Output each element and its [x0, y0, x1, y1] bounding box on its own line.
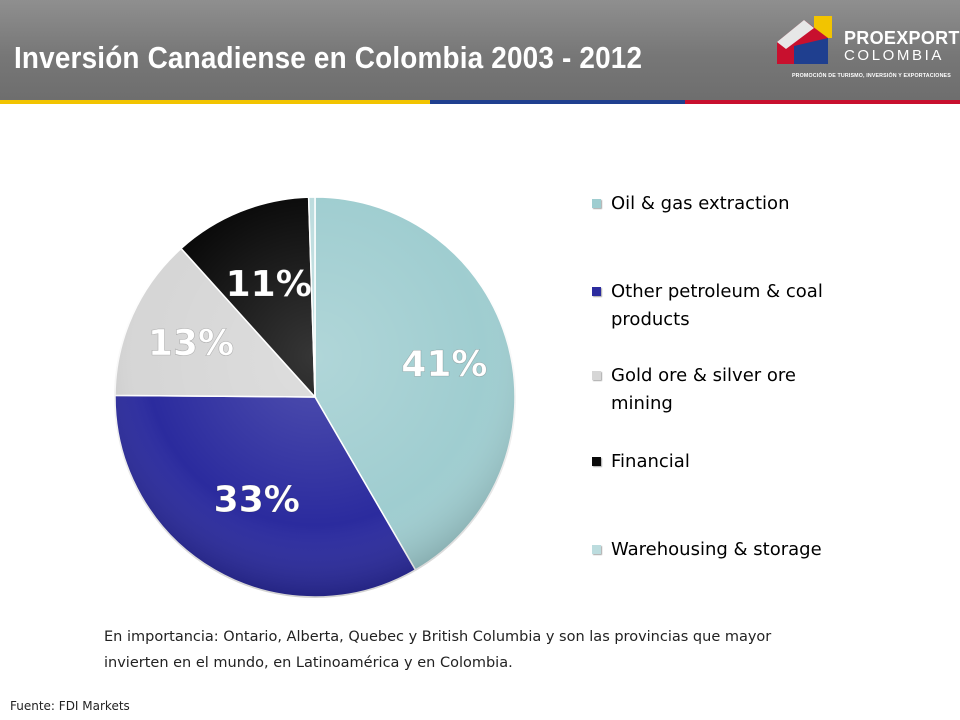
- data-label-other-petroleum: 33%: [214, 479, 300, 520]
- logo-subname: COLOMBIA: [844, 47, 944, 64]
- legend-swatch-oil-gas: [592, 199, 601, 208]
- legend-label-gold-silver: Gold ore & silver ore mining: [611, 365, 797, 414]
- legend-swatch-other-petroleum: [592, 287, 601, 296]
- flag-stripe-red: [685, 100, 960, 104]
- pie-chart: 41% 33% 13% 11%: [114, 196, 516, 598]
- legend-swatch-warehousing: [592, 545, 601, 554]
- legend-swatch-gold-silver: [592, 371, 601, 380]
- logo-name: PROEXPORT: [844, 28, 960, 48]
- data-label-gold-silver: 13%: [148, 323, 234, 364]
- legend-label-oil-gas: Oil & gas extraction: [611, 193, 790, 214]
- legend-label-other-petroleum: Other petroleum & coal products: [611, 281, 823, 330]
- legend-label-financial: Financial: [611, 451, 690, 472]
- proexport-logo: PROEXPORT COLOMBIA PROMOCIÓN DE TURISMO,…: [774, 14, 959, 84]
- flag-stripe-yellow: [0, 100, 430, 104]
- source-text: Fuente: FDI Markets: [10, 699, 130, 713]
- data-label-oil-gas: 41%: [401, 344, 487, 385]
- data-label-financial: 11%: [226, 264, 312, 305]
- flag-stripe-blue: [430, 100, 685, 104]
- legend-swatch-financial: [592, 457, 601, 466]
- legend-label-warehousing: Warehousing & storage: [611, 539, 822, 560]
- page-title: Inversión Canadiense en Colombia 2003 - …: [14, 40, 643, 75]
- logo-emblem: [777, 16, 832, 64]
- header-bar: Inversión Canadiense en Colombia 2003 - …: [0, 0, 960, 100]
- logo-tagline: PROMOCIÓN DE TURISMO, INVERSIÓN Y EXPORT…: [792, 73, 951, 79]
- footnote-text: En importancia: Ontario, Alberta, Quebec…: [104, 629, 772, 671]
